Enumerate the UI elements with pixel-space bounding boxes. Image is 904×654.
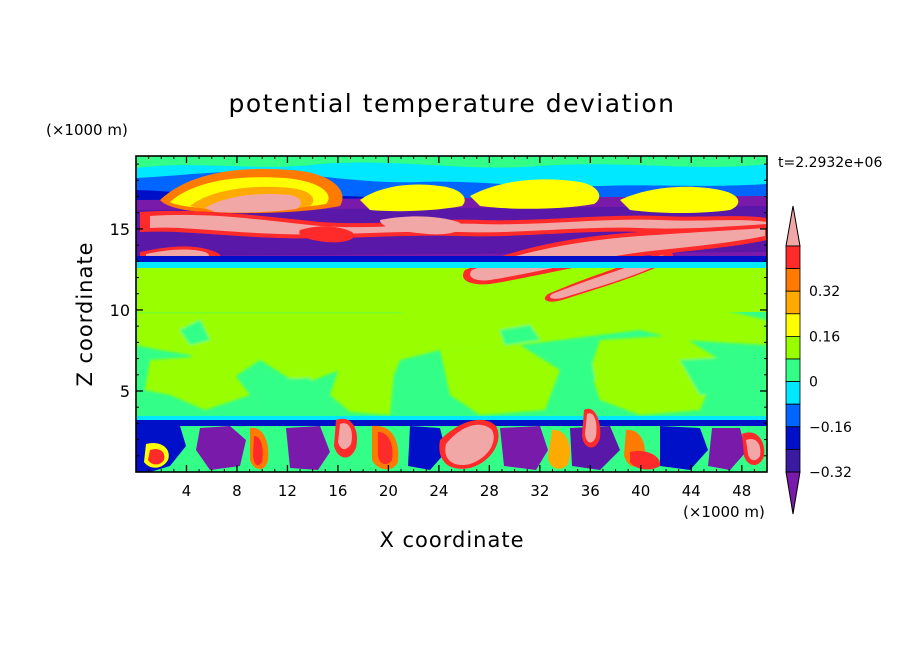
colorbar-swatch bbox=[785, 448, 801, 473]
y-unit-label: (×1000 m) bbox=[46, 121, 128, 139]
colorbar-swatch bbox=[785, 403, 801, 428]
x-tick-label: 48 bbox=[732, 482, 751, 500]
colorbar-swatch bbox=[785, 245, 801, 270]
x-tick-label: 32 bbox=[530, 482, 549, 500]
colorbar-label: 0.32 bbox=[809, 284, 840, 300]
y-axis-label: Z coordinate bbox=[73, 241, 97, 386]
colorbar-label: 0 bbox=[809, 375, 818, 391]
colorbar-swatch bbox=[785, 358, 801, 383]
mid-pattern bbox=[136, 300, 767, 415]
x-axis-label: X coordinate bbox=[379, 528, 524, 552]
x-tick-label: 36 bbox=[581, 482, 600, 500]
x-unit-label: (×1000 m) bbox=[683, 503, 765, 521]
colorbar-label: −0.16 bbox=[809, 420, 852, 436]
y-tick-label: 10 bbox=[110, 301, 130, 320]
colorbar-bottom-triangle bbox=[785, 471, 801, 515]
colorbar-swatch bbox=[785, 426, 801, 450]
colorbar-swatch bbox=[785, 335, 801, 360]
x-tick-label: 16 bbox=[328, 482, 347, 500]
colorbar-swatch bbox=[785, 313, 801, 337]
colorbar-label: 0.16 bbox=[809, 329, 840, 345]
y-tick-label: 5 bbox=[120, 382, 130, 401]
x-tick-label: 40 bbox=[631, 482, 650, 500]
y-tick-label: 15 bbox=[110, 220, 130, 239]
colorbar-label: −0.32 bbox=[809, 465, 852, 481]
colorbar-swatch bbox=[785, 268, 801, 292]
plot-area bbox=[136, 156, 767, 472]
x-tick-label: 24 bbox=[429, 482, 448, 500]
x-tick-label: 20 bbox=[379, 482, 398, 500]
x-tick-label: 12 bbox=[278, 482, 297, 500]
x-axis: 4 8 12 16 20 24 28 32 36 40 44 48 bbox=[148, 156, 755, 500]
colorbar-swatch bbox=[785, 290, 801, 315]
chart-title: potential temperature deviation bbox=[229, 89, 676, 118]
colorbar-swatch bbox=[785, 381, 801, 405]
x-tick-label: 4 bbox=[182, 482, 192, 500]
x-tick-label: 8 bbox=[232, 482, 242, 500]
lower-layer bbox=[136, 408, 767, 472]
colorbar: 0.32 0.16 0 −0.16 −0.32 bbox=[785, 205, 852, 515]
x-tick-label: 44 bbox=[682, 482, 701, 500]
upper-bands bbox=[136, 156, 767, 302]
colorbar-top-triangle bbox=[785, 205, 801, 247]
time-label: t=2.2932e+06 bbox=[778, 155, 882, 171]
x-tick-label: 28 bbox=[480, 482, 499, 500]
y-axis: 5 10 15 bbox=[110, 163, 767, 457]
